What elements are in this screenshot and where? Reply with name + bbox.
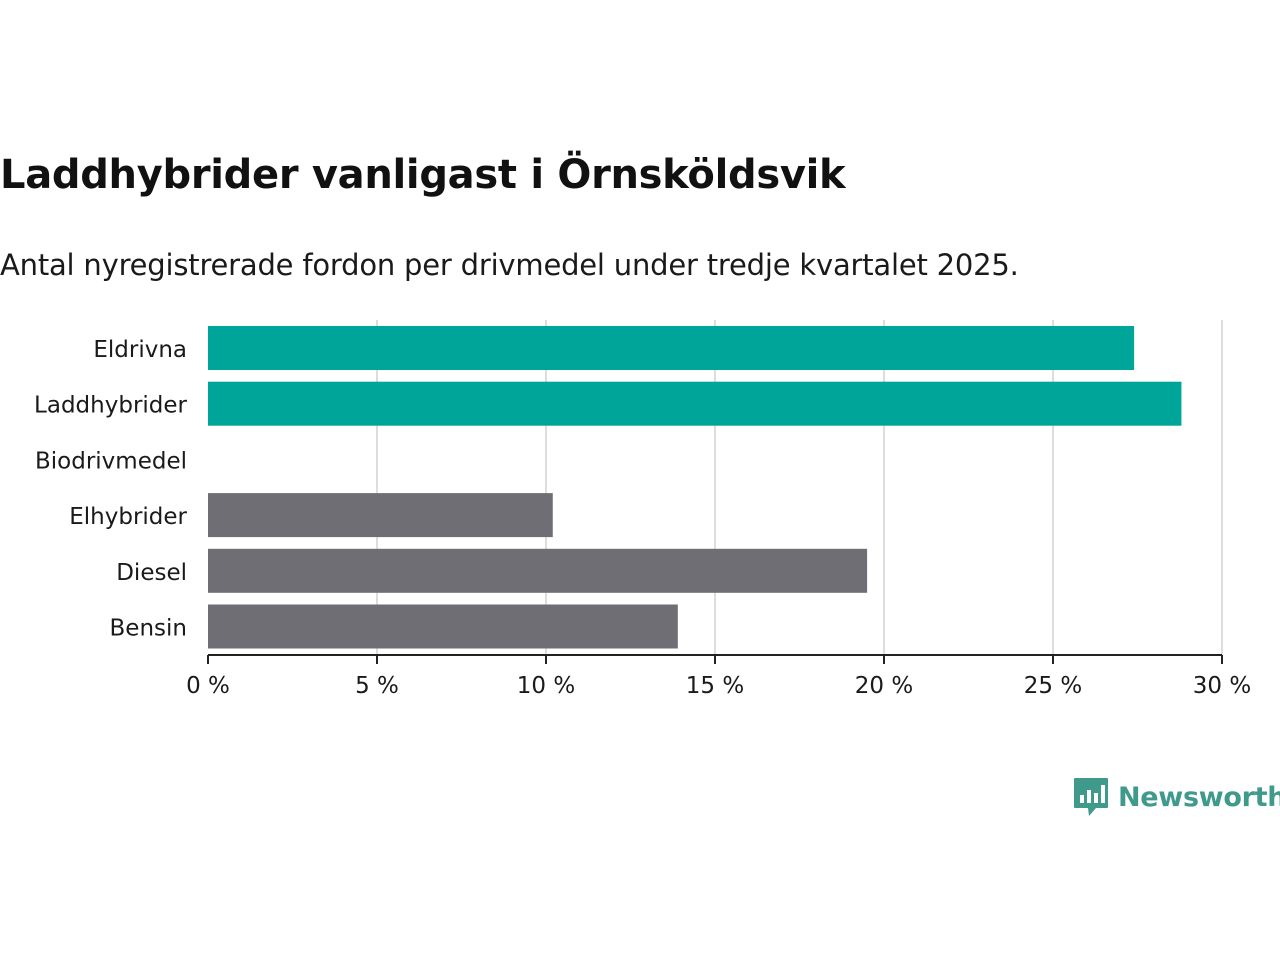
category-label: Laddhybrider bbox=[34, 393, 187, 419]
bar-eldrivna bbox=[208, 326, 1135, 370]
bar-elhybrider bbox=[208, 493, 553, 538]
bar-laddhybrider bbox=[208, 381, 1182, 426]
brand-logo: Newsworthy bbox=[1072, 776, 1280, 818]
chart-subtitle: Antal nyregistrerade fordon per drivmede… bbox=[0, 248, 1019, 282]
x-tick-label: 30 % bbox=[1193, 673, 1251, 699]
category-label: Biodrivmedel bbox=[35, 448, 187, 474]
brand-name: Newsworthy bbox=[1118, 781, 1280, 813]
bar-chart: Eldrivna Laddhybrider Biodrivmedel Elhybrid… bbox=[34, 320, 1251, 699]
newsworthy-logo-icon bbox=[1074, 778, 1108, 816]
category-label: Diesel bbox=[116, 560, 187, 586]
bar-diesel bbox=[208, 548, 868, 593]
bar-bensin bbox=[208, 604, 678, 649]
category-label: Elhybrider bbox=[69, 504, 187, 530]
x-tick-label: 15 % bbox=[686, 673, 744, 699]
category-label: Eldrivna bbox=[93, 337, 187, 363]
x-tick-label: 10 % bbox=[517, 673, 575, 699]
x-tick-label: 20 % bbox=[855, 673, 913, 699]
x-tick-label: 0 % bbox=[186, 673, 230, 699]
x-tick-label: 25 % bbox=[1024, 673, 1082, 699]
x-tick-label: 5 % bbox=[355, 673, 399, 699]
chart-title: Laddhybrider vanligast i Örnsköldsvik bbox=[0, 152, 846, 198]
category-label: Bensin bbox=[110, 616, 187, 642]
